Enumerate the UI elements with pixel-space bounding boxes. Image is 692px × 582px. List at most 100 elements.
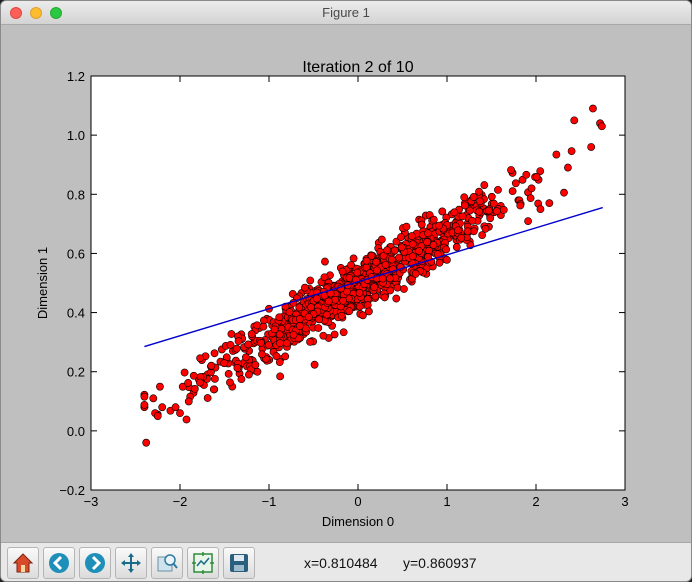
scatter-point: [385, 274, 394, 283]
scatter-point: [417, 220, 426, 229]
scatter-point: [184, 379, 193, 387]
scatter-point: [486, 214, 495, 223]
home-button[interactable]: [7, 547, 39, 579]
scatter-point: [227, 330, 236, 338]
scatter-point: [408, 240, 417, 249]
scatter-point: [435, 258, 444, 267]
scatter-point: [499, 205, 508, 214]
scatter-point: [220, 359, 229, 368]
y-tick-label: 0.8: [67, 187, 85, 202]
zoom-button[interactable]: [151, 547, 183, 579]
fit-line: [144, 206, 603, 348]
scatter-point: [207, 361, 216, 370]
scatter-point: [339, 296, 347, 305]
maximize-window-button[interactable]: [50, 7, 62, 19]
close-window-button[interactable]: [10, 7, 22, 19]
scatter-point: [158, 403, 167, 412]
forward-arrow-icon: [85, 553, 105, 573]
scatter-point: [522, 170, 531, 179]
minimize-window-button[interactable]: [30, 7, 42, 19]
scatter-point: [203, 394, 212, 402]
subplots-button[interactable]: [187, 547, 219, 579]
scatter-point: [378, 274, 387, 283]
scatter-point: [353, 268, 362, 277]
scatter-point: [423, 238, 432, 246]
scatter-point: [397, 233, 405, 241]
scatter-point: [597, 122, 606, 131]
window-title: Figure 1: [322, 5, 370, 20]
save-button[interactable]: [223, 547, 255, 579]
scatter-point: [402, 222, 411, 231]
scatter-point: [367, 251, 376, 260]
scatter-point: [560, 188, 568, 197]
home-icon: [12, 553, 34, 573]
scatter-point: [362, 256, 371, 265]
scatter-point: [322, 310, 331, 319]
x-tick-label: 1: [443, 494, 450, 509]
title-bar[interactable]: Figure 1: [1, 1, 691, 25]
scatter-point: [306, 337, 314, 346]
scatter-point: [285, 308, 294, 316]
scatter-point: [372, 258, 381, 266]
scatter-point: [570, 116, 579, 125]
scatter-point: [190, 384, 199, 393]
scatter-point: [397, 243, 406, 252]
scatter-point: [282, 339, 291, 348]
scatter-point: [408, 252, 417, 261]
x-tick-label: −1: [262, 494, 277, 509]
scatter-point: [424, 229, 433, 238]
scatter-point: [476, 197, 484, 206]
pan-button[interactable]: [115, 547, 147, 579]
scatter-point: [468, 216, 477, 225]
scatter-point: [295, 315, 304, 323]
scatter-point: [524, 217, 532, 226]
scatter-point: [210, 349, 219, 358]
x-tick-label: 2: [532, 494, 539, 509]
scatter-point: [349, 254, 358, 263]
scatter-point: [315, 315, 324, 324]
scatter-point: [176, 409, 184, 418]
y-tick-label: 0.4: [67, 306, 85, 321]
scatter-point: [492, 207, 501, 216]
scatter-point: [237, 375, 246, 384]
back-arrow-icon: [49, 553, 69, 573]
scatter-point: [478, 231, 487, 240]
scatter-point: [189, 371, 198, 380]
scatter-point: [272, 352, 281, 361]
scatter-point: [242, 353, 250, 362]
x-tick-label: 0: [354, 494, 361, 509]
scatter-point: [310, 360, 319, 369]
scatter-point: [153, 412, 162, 420]
forward-button[interactable]: [79, 547, 111, 579]
scatter-point: [567, 147, 576, 156]
scatter-point: [370, 283, 379, 292]
scatter-point: [244, 370, 253, 379]
back-button[interactable]: [43, 547, 75, 579]
scatter-point: [347, 261, 355, 269]
scatter-point: [460, 193, 469, 202]
scatter-point: [400, 285, 408, 293]
scatter-point: [487, 192, 496, 201]
scatter-point: [209, 385, 218, 394]
scatter-point: [307, 303, 316, 312]
scatter-point: [314, 324, 323, 332]
scatter-point: [304, 313, 313, 321]
zoom-rect-icon: [157, 554, 178, 572]
scatter-point: [475, 187, 483, 196]
scatter-point: [275, 358, 284, 367]
scatter-point: [251, 360, 260, 369]
scatter-point: [415, 247, 423, 255]
scatter-point: [253, 321, 261, 330]
scatter-plot[interactable]: −3 −2 −1 0 1 2 3 −0.2 0.0 0.2 0.4 0.6 0.8 1.0 1.2 Iter…: [1, 26, 691, 542]
scatter-point: [363, 301, 372, 310]
axes-background: [90, 75, 626, 491]
scatter-point: [331, 295, 340, 304]
scatter-point: [244, 340, 253, 349]
scatter-point: [140, 392, 149, 401]
scatter-point: [532, 173, 541, 181]
scatter-point: [180, 368, 189, 377]
figure-canvas[interactable]: −3 −2 −1 0 1 2 3 −0.2 0.0 0.2 0.4 0.6 0.8 1.0 1.2 Iter…: [1, 26, 691, 542]
scatter-point: [276, 339, 285, 348]
scatter-point: [247, 330, 256, 338]
